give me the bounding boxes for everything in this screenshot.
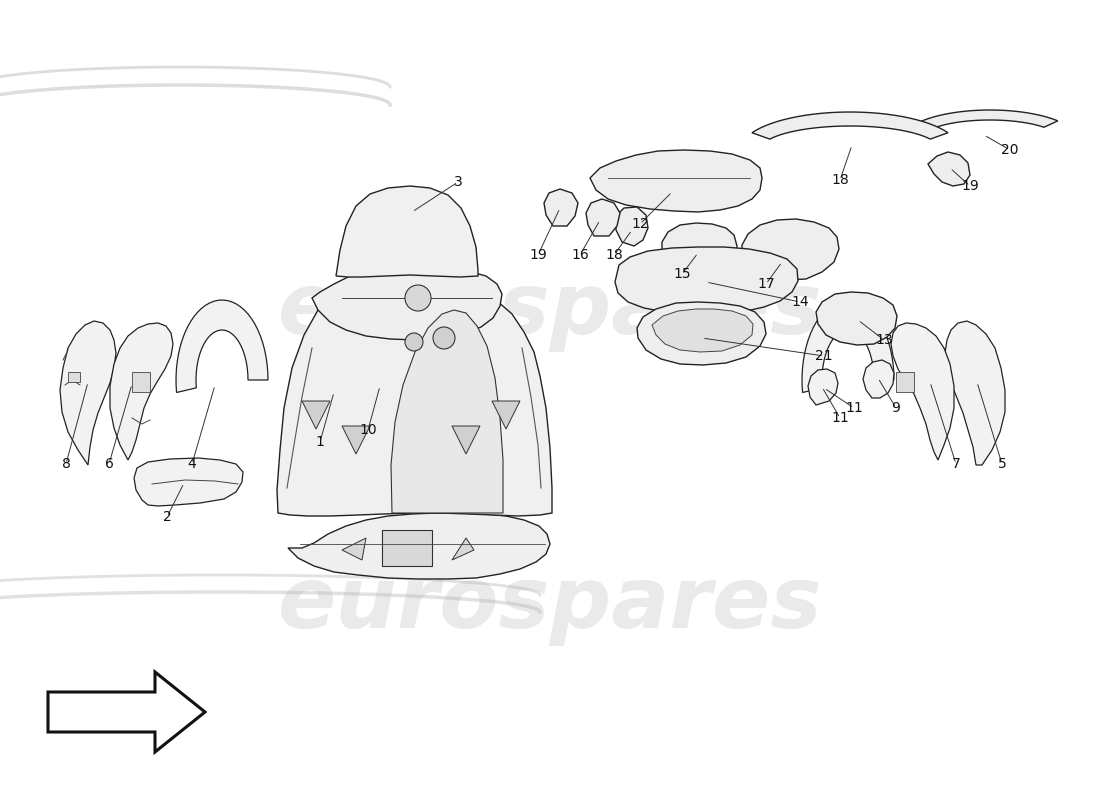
Polygon shape: [302, 401, 330, 429]
Polygon shape: [742, 219, 839, 280]
Polygon shape: [390, 310, 503, 513]
Polygon shape: [808, 369, 838, 405]
Polygon shape: [452, 426, 480, 454]
Polygon shape: [891, 323, 954, 460]
Polygon shape: [896, 372, 914, 392]
Polygon shape: [176, 300, 268, 393]
Text: 12: 12: [631, 217, 649, 231]
Polygon shape: [368, 370, 395, 402]
Text: 9: 9: [892, 401, 901, 415]
Polygon shape: [615, 247, 798, 314]
Polygon shape: [652, 309, 754, 352]
Text: 18: 18: [605, 248, 623, 262]
Text: 11: 11: [832, 411, 849, 425]
Polygon shape: [864, 360, 894, 398]
Polygon shape: [110, 323, 173, 460]
Text: 18: 18: [832, 173, 849, 187]
Polygon shape: [752, 112, 948, 139]
Polygon shape: [928, 152, 970, 186]
Text: 1: 1: [316, 435, 324, 449]
Circle shape: [405, 333, 424, 351]
Text: 3: 3: [453, 175, 462, 189]
Polygon shape: [802, 300, 894, 393]
Polygon shape: [322, 374, 350, 407]
Text: 5: 5: [998, 457, 1006, 471]
Polygon shape: [48, 672, 205, 752]
Text: 6: 6: [104, 457, 113, 471]
Polygon shape: [60, 321, 116, 465]
Text: 21: 21: [815, 349, 833, 363]
Polygon shape: [590, 150, 762, 212]
Text: 2: 2: [163, 510, 172, 524]
Polygon shape: [342, 538, 366, 560]
Text: 10: 10: [360, 423, 377, 437]
Polygon shape: [68, 372, 80, 382]
Polygon shape: [945, 321, 1005, 465]
Polygon shape: [342, 426, 370, 454]
Polygon shape: [662, 223, 737, 279]
Text: 4: 4: [188, 457, 197, 471]
Text: 15: 15: [673, 267, 691, 281]
Circle shape: [433, 327, 455, 349]
Polygon shape: [492, 401, 520, 429]
Polygon shape: [336, 186, 478, 277]
Polygon shape: [909, 110, 1058, 133]
Text: 7: 7: [952, 457, 960, 471]
Polygon shape: [134, 458, 243, 506]
Circle shape: [405, 285, 431, 311]
Polygon shape: [616, 207, 648, 246]
Text: 13: 13: [876, 333, 893, 347]
Text: eurospares: eurospares: [277, 269, 823, 351]
Polygon shape: [132, 372, 150, 392]
Polygon shape: [382, 530, 432, 566]
Polygon shape: [288, 513, 550, 579]
Polygon shape: [277, 276, 552, 516]
Polygon shape: [544, 189, 578, 226]
Text: 16: 16: [571, 248, 588, 262]
Text: 11: 11: [845, 401, 862, 415]
Polygon shape: [452, 538, 474, 560]
Text: 19: 19: [961, 179, 979, 193]
Text: 14: 14: [791, 295, 808, 309]
Polygon shape: [816, 292, 896, 345]
Text: 17: 17: [757, 277, 774, 291]
Polygon shape: [637, 302, 766, 365]
Text: 19: 19: [529, 248, 547, 262]
Text: eurospares: eurospares: [277, 563, 823, 646]
Text: 8: 8: [62, 457, 70, 471]
Polygon shape: [312, 267, 502, 340]
Polygon shape: [586, 199, 620, 236]
Text: 20: 20: [1001, 143, 1019, 157]
